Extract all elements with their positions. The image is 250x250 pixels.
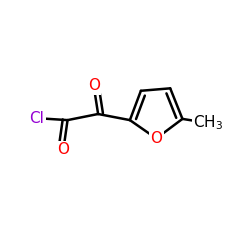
Text: CH$_3$: CH$_3$ [193, 114, 223, 132]
Text: Cl: Cl [30, 111, 44, 126]
Text: O: O [58, 142, 70, 157]
Text: O: O [150, 131, 162, 146]
Text: O: O [88, 78, 100, 94]
